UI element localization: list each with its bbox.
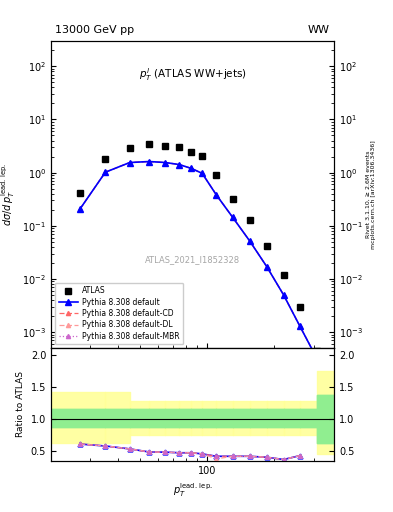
Pythia 8.308 default-MBR <box>103 169 108 175</box>
Line: Pythia 8.308 default-CD: Pythia 8.308 default-CD <box>78 159 319 360</box>
Pythia 8.308 default-CD <box>127 159 132 165</box>
Pythia 8.308 default <box>78 206 83 212</box>
Pythia 8.308 default-MBR <box>247 238 252 244</box>
ATLAS <box>127 145 132 151</box>
ATLAS <box>163 143 168 149</box>
Pythia 8.308 default-DL <box>189 165 194 172</box>
Pythia 8.308 default <box>147 158 152 164</box>
Pythia 8.308 default-MBR <box>189 165 194 172</box>
Pythia 8.308 default-DL <box>127 159 132 165</box>
Pythia 8.308 default-MBR <box>200 170 204 177</box>
Pythia 8.308 default-DL <box>247 238 252 244</box>
Pythia 8.308 default <box>163 159 168 165</box>
ATLAS <box>230 196 235 202</box>
Pythia 8.308 default-DL <box>103 169 108 175</box>
Pythia 8.308 default-DL <box>177 161 182 167</box>
Pythia 8.308 default-DL <box>163 159 168 165</box>
Pythia 8.308 default-MBR <box>281 292 286 298</box>
Pythia 8.308 default-CD <box>264 264 269 270</box>
Pythia 8.308 default-DL <box>78 206 83 212</box>
Pythia 8.308 default-MBR <box>163 159 168 165</box>
ATLAS <box>103 156 108 162</box>
Pythia 8.308 default-CD <box>200 170 204 177</box>
Pythia 8.308 default-DL <box>230 214 235 220</box>
Pythia 8.308 default-DL <box>298 323 302 329</box>
ATLAS <box>177 144 182 151</box>
Pythia 8.308 default-DL <box>314 355 319 361</box>
Text: WW: WW <box>308 25 330 35</box>
Pythia 8.308 default-DL <box>200 170 204 177</box>
Pythia 8.308 default-CD <box>163 159 168 165</box>
ATLAS <box>247 217 252 223</box>
Line: Pythia 8.308 default-DL: Pythia 8.308 default-DL <box>78 159 319 360</box>
Pythia 8.308 default-MBR <box>298 323 302 329</box>
Pythia 8.308 default <box>314 355 319 361</box>
Line: Pythia 8.308 default-MBR: Pythia 8.308 default-MBR <box>78 159 319 360</box>
Pythia 8.308 default-MBR <box>78 206 83 212</box>
Pythia 8.308 default-MBR <box>314 355 319 361</box>
Pythia 8.308 default-MBR <box>177 161 182 167</box>
Line: Pythia 8.308 default: Pythia 8.308 default <box>77 159 320 361</box>
ATLAS <box>189 148 194 155</box>
Pythia 8.308 default-CD <box>214 192 219 198</box>
Pythia 8.308 default-CD <box>147 158 152 164</box>
Pythia 8.308 default-DL <box>214 192 219 198</box>
ATLAS <box>214 172 219 178</box>
Y-axis label: $d\sigma/d\,p_T^{\rm lead.\,lep.}$: $d\sigma/d\,p_T^{\rm lead.\,lep.}$ <box>0 163 17 226</box>
Pythia 8.308 default <box>127 159 132 165</box>
Pythia 8.308 default-DL <box>147 158 152 164</box>
Text: ATLAS_2021_I1852328: ATLAS_2021_I1852328 <box>145 255 240 264</box>
ATLAS <box>314 348 319 354</box>
Pythia 8.308 default-MBR <box>214 192 219 198</box>
Line: ATLAS: ATLAS <box>77 141 320 354</box>
ATLAS <box>200 153 204 159</box>
ATLAS <box>147 141 152 147</box>
Y-axis label: Rivet 3.1.10, ≥ 2.6M events
mcplots.cern.ch [arXiv:1306.3436]: Rivet 3.1.10, ≥ 2.6M events mcplots.cern… <box>365 140 376 249</box>
Pythia 8.308 default <box>264 264 269 270</box>
ATLAS <box>298 304 302 310</box>
Pythia 8.308 default-CD <box>177 161 182 167</box>
ATLAS <box>78 189 83 196</box>
Pythia 8.308 default <box>298 323 302 329</box>
Pythia 8.308 default <box>230 214 235 220</box>
Pythia 8.308 default-CD <box>230 214 235 220</box>
Pythia 8.308 default <box>177 161 182 167</box>
Pythia 8.308 default-CD <box>103 169 108 175</box>
Pythia 8.308 default-MBR <box>127 159 132 165</box>
Pythia 8.308 default-DL <box>281 292 286 298</box>
Pythia 8.308 default-CD <box>247 238 252 244</box>
ATLAS <box>264 243 269 249</box>
Pythia 8.308 default-MBR <box>264 264 269 270</box>
X-axis label: $p_T^{\rm lead.\,lep.}$: $p_T^{\rm lead.\,lep.}$ <box>173 481 213 499</box>
Pythia 8.308 default <box>189 165 194 172</box>
Pythia 8.308 default <box>281 292 286 298</box>
Y-axis label: Ratio to ATLAS: Ratio to ATLAS <box>16 372 25 437</box>
Pythia 8.308 default-MBR <box>230 214 235 220</box>
Pythia 8.308 default-CD <box>189 165 194 172</box>
Text: $p_T^l$ (ATLAS WW+jets): $p_T^l$ (ATLAS WW+jets) <box>139 66 246 83</box>
Pythia 8.308 default <box>200 170 204 177</box>
Pythia 8.308 default <box>214 192 219 198</box>
Legend: ATLAS, Pythia 8.308 default, Pythia 8.308 default-CD, Pythia 8.308 default-DL, P: ATLAS, Pythia 8.308 default, Pythia 8.30… <box>55 283 183 345</box>
Pythia 8.308 default <box>103 169 108 175</box>
Pythia 8.308 default-CD <box>78 206 83 212</box>
Pythia 8.308 default-DL <box>264 264 269 270</box>
Pythia 8.308 default-CD <box>298 323 302 329</box>
ATLAS <box>281 272 286 278</box>
Pythia 8.308 default <box>247 238 252 244</box>
Pythia 8.308 default-MBR <box>147 158 152 164</box>
Text: 13000 GeV pp: 13000 GeV pp <box>55 25 134 35</box>
Pythia 8.308 default-CD <box>314 355 319 361</box>
Pythia 8.308 default-CD <box>281 292 286 298</box>
